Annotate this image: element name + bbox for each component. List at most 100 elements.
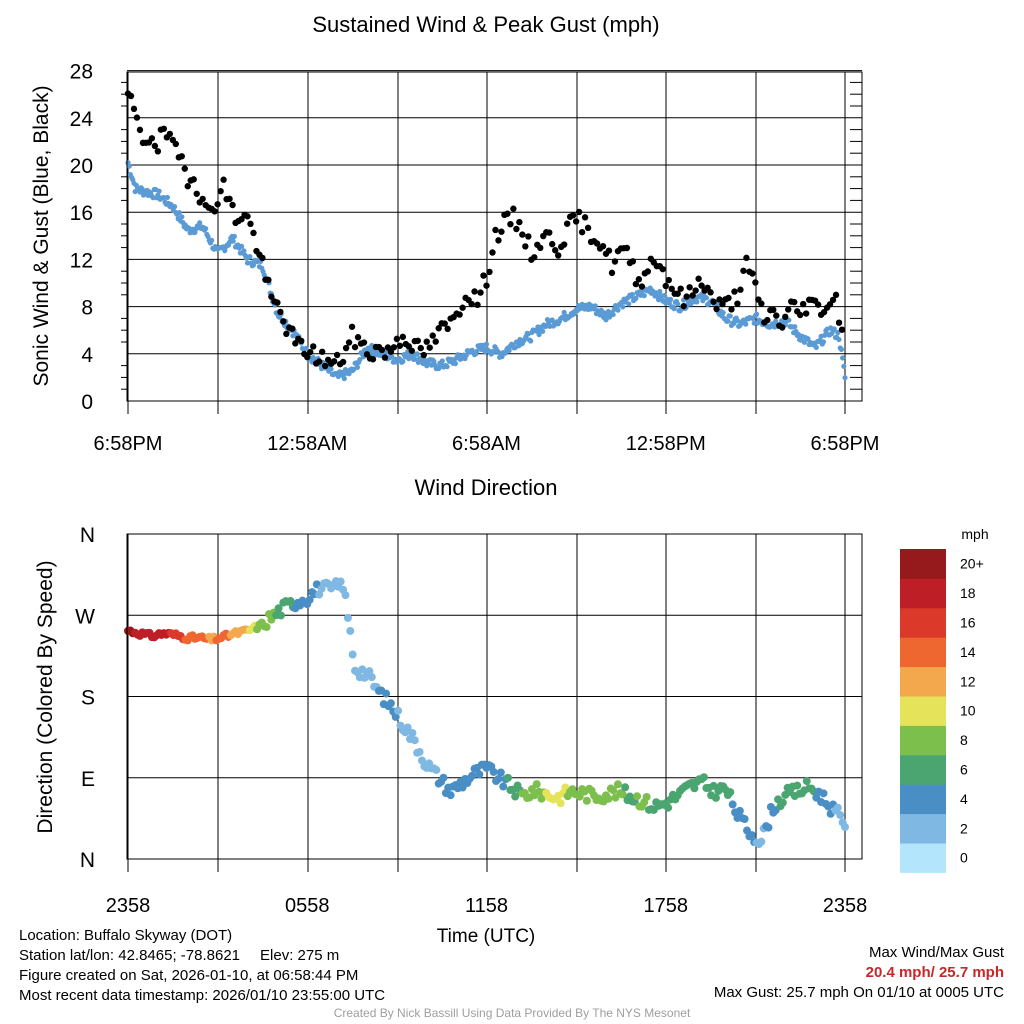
peak-gust-point	[360, 339, 368, 346]
peak-gust-point	[710, 298, 717, 305]
wind-direction-point	[305, 595, 314, 604]
wind-direction-point	[582, 796, 591, 805]
peak-gust-point	[190, 176, 197, 183]
peak-gust-point	[835, 319, 843, 326]
peak-gust-point	[321, 362, 329, 370]
wind-direction-plot-frame	[126, 533, 863, 860]
wind-direction-point	[642, 792, 651, 801]
peak-gust-point	[468, 300, 475, 308]
colorbar-title: mph	[961, 526, 988, 542]
speed-colorbar: mph 0 2 4 6 8 10 12 14 16 18 20+	[900, 526, 989, 873]
wind-direction-point	[489, 767, 498, 776]
peak-gust-point	[280, 318, 287, 325]
peak-gust-point	[369, 356, 377, 363]
peak-gust-point	[581, 214, 589, 221]
wind-direction-point	[403, 723, 412, 732]
sustained-wind-point	[400, 358, 406, 365]
colorbar-label: 20+	[960, 556, 984, 572]
wind-direction-point	[709, 781, 718, 790]
sustained-wind-point	[412, 356, 418, 362]
peak-gust-point	[492, 226, 499, 234]
sustained-wind-point	[126, 163, 132, 169]
wind-direction-point	[367, 673, 376, 682]
sustained-wind-point	[773, 318, 779, 324]
top-x-tick-label: 12:58PM	[626, 433, 706, 455]
peak-gust-point	[758, 300, 765, 307]
peak-gust-point	[130, 105, 138, 113]
colorbar-swatch	[900, 637, 946, 668]
wind-direction-point	[532, 780, 541, 789]
sustained-wind-point	[836, 336, 842, 343]
peak-gust-point	[623, 244, 631, 252]
peak-gust-point	[555, 252, 562, 259]
sustained-wind-point	[842, 375, 848, 381]
colorbar-swatch	[900, 549, 946, 579]
sustained-wind-point	[203, 225, 209, 232]
sustained-wind-point	[592, 303, 598, 309]
sustained-wind-point	[675, 301, 681, 307]
sustained-wind-point	[753, 311, 760, 317]
top-y-tick-label: 4	[81, 344, 93, 367]
elevation-text: Elev: 275 m	[260, 947, 340, 964]
peak-gust-point	[731, 288, 738, 295]
peak-gust-point	[399, 333, 407, 341]
peak-gust-point	[516, 218, 523, 226]
peak-gust-point	[381, 354, 389, 361]
peak-gust-point	[599, 242, 607, 250]
sustained-wind-point	[667, 296, 674, 302]
peak-gust-point	[611, 258, 619, 265]
sustained-wind-point	[231, 233, 237, 240]
wind-direction-point	[439, 773, 448, 782]
sustained-wind-point	[641, 293, 647, 299]
sustained-wind-point	[840, 355, 846, 361]
wind-direction-point	[348, 650, 357, 659]
wind-direction-point	[527, 785, 536, 794]
wind-direction-point	[386, 699, 395, 708]
colorbar-label: 10	[960, 703, 976, 719]
top-y-tick-label: 8	[81, 297, 93, 320]
wind-direction-point	[499, 782, 508, 791]
sustained-wind-point	[238, 243, 245, 249]
wind-direction-point	[833, 803, 842, 812]
peak-gust-point	[569, 211, 577, 219]
peak-gust-point	[752, 279, 759, 286]
wind-gust-y-ticks: 0 4 8 12 16 20 24 28	[70, 61, 94, 414]
peak-gust-point	[274, 299, 281, 306]
wind-direction-point	[343, 613, 352, 622]
peak-gust-point	[737, 286, 744, 293]
peak-gust-point	[289, 325, 296, 332]
sustained-wind-point	[561, 309, 567, 315]
sustained-wind-point	[357, 356, 363, 363]
peak-gust-point	[719, 300, 726, 308]
peak-gust-point	[683, 293, 690, 300]
peak-gust-point	[265, 276, 272, 284]
peak-gust-point	[668, 285, 675, 293]
wind-gust-grid	[121, 70, 862, 414]
peak-gust-point	[220, 176, 227, 183]
sustained-wind-point	[179, 214, 185, 220]
sustained-wind-point	[731, 320, 737, 327]
wind-direction-point	[408, 728, 417, 737]
peak-gust-point	[546, 229, 553, 236]
wind-direction-point	[613, 780, 622, 789]
peak-gust-point	[782, 313, 789, 321]
peak-gust-point	[593, 240, 601, 247]
wind-direction-point	[726, 788, 735, 797]
wind-direction-point	[391, 712, 400, 721]
bottom-y-tick-label: S	[81, 687, 95, 710]
peak-gust-point	[351, 343, 359, 351]
top-y-tick-label: 12	[70, 249, 93, 272]
peak-gust-point	[307, 348, 314, 356]
wind-direction-point	[504, 773, 513, 782]
sustained-wind-point	[629, 291, 635, 298]
sustained-wind-point	[671, 306, 677, 312]
top-y-tick-label: 0	[81, 391, 93, 414]
top-y-tick-label: 24	[70, 108, 94, 131]
wind-direction-point	[728, 800, 737, 809]
colorbar-label: 14	[960, 644, 976, 660]
sustained-wind-point	[657, 288, 663, 295]
peak-gust-point	[181, 165, 188, 172]
colorbar-swatch	[900, 607, 946, 638]
peak-gust-point	[348, 323, 356, 330]
sustained-wind-point	[615, 307, 621, 313]
